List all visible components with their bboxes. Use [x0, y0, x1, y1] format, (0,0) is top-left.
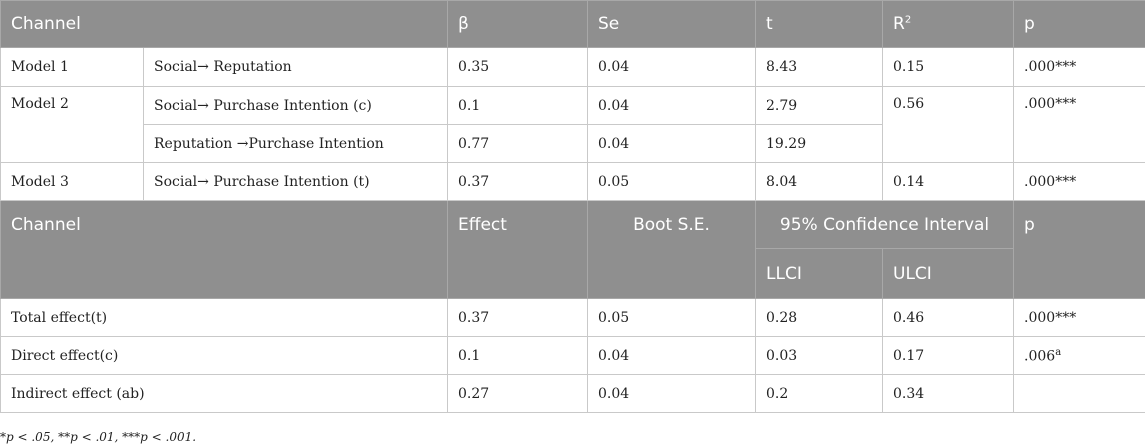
p-value-text: .006	[1024, 348, 1056, 365]
r2-value: 0.15	[882, 47, 1015, 87]
header-r2: R2	[882, 0, 1015, 48]
header-effect: Effect	[447, 200, 589, 299]
t-value: 8.43	[755, 47, 884, 87]
table-row: Model 3 Social→ Purchase Intention (t) 0…	[0, 162, 1145, 201]
llci-value: 0.28	[755, 298, 884, 337]
beta-value: 0.77	[447, 124, 589, 163]
p-value: .000***	[1013, 47, 1145, 87]
header-p: p	[1013, 0, 1145, 48]
header-beta: β	[447, 0, 589, 48]
effect-value: 0.27	[447, 374, 589, 413]
effect-label: Total effect(t)	[0, 298, 449, 337]
llci-value: 0.03	[755, 336, 884, 375]
table-row: Reputation →Purchase Intention 0.77 0.04…	[1, 124, 1145, 163]
t-value: 19.29	[755, 124, 884, 163]
table-row: Model 2 Social→ Purchase Intention (c) 0…	[0, 86, 1145, 163]
path-label: Social→ Reputation	[142, 47, 449, 87]
path-label: Reputation →Purchase Intention	[142, 124, 449, 163]
p-value-superscript: a	[1055, 346, 1062, 358]
ulci-value: 0.34	[882, 374, 1015, 413]
header-se: Se	[587, 0, 757, 48]
table-row: Indirect effect (ab) 0.27 0.04 0.2 0.34	[0, 374, 1145, 413]
table2-header-row: Channel Effect Boot S.E. 95% Confidence …	[0, 200, 1145, 299]
p-value: .000***	[1013, 162, 1145, 201]
table2-subheader-row: LLCI ULCI	[1, 248, 1145, 299]
p-value: .000***	[1013, 298, 1145, 337]
ulci-value: 0.17	[882, 336, 1015, 375]
results-table: Channel β Se t R2 p Model 1 Social→ Repu…	[0, 0, 1145, 413]
effect-value: 0.1	[447, 336, 589, 375]
p-value: .006a	[1013, 336, 1145, 375]
ulci-value: 0.46	[882, 298, 1015, 337]
se-value: 0.04	[587, 86, 757, 125]
table-row: Direct effect(c) 0.1 0.04 0.03 0.17 .006…	[0, 336, 1145, 375]
boot-se-value: 0.04	[587, 374, 757, 413]
table1-header-row: Channel β Se t R2 p	[0, 0, 1145, 48]
effect-label: Indirect effect (ab)	[0, 374, 449, 413]
header-ulci: ULCI	[882, 248, 1015, 299]
p-value: .000***	[1013, 86, 1145, 163]
t-value: 8.04	[755, 162, 884, 201]
header-r2-label: R	[893, 14, 905, 34]
r2-value: 0.14	[882, 162, 1015, 201]
significance-footnote: *p < .05, **p < .01, ***p < .001.	[0, 430, 197, 444]
se-value: 0.04	[587, 124, 757, 163]
header-r2-superscript: 2	[904, 14, 912, 26]
t-value: 2.79	[755, 86, 884, 125]
boot-se-value: 0.04	[587, 336, 757, 375]
path-label: Social→ Purchase Intention (c)	[142, 86, 449, 125]
header-confidence-interval: 95% Confidence Interval	[755, 200, 1015, 249]
r2-value: 0.56	[882, 86, 1015, 163]
header-channel: Channel	[0, 200, 449, 299]
header-boot-se: Boot S.E.	[587, 200, 757, 299]
se-value: 0.04	[587, 47, 757, 87]
boot-se-value: 0.05	[587, 298, 757, 337]
model-label: Model 2	[0, 86, 144, 163]
table-row: Total effect(t) 0.37 0.05 0.28 0.46 .000…	[0, 298, 1145, 337]
llci-value: 0.2	[755, 374, 884, 413]
model-label: Model 1	[0, 47, 144, 87]
se-value: 0.05	[587, 162, 757, 201]
header-channel: Channel	[0, 0, 449, 48]
beta-value: 0.1	[447, 86, 589, 125]
header-p: p	[1013, 200, 1145, 299]
effect-value: 0.37	[447, 298, 589, 337]
header-llci: LLCI	[755, 248, 884, 299]
path-label: Social→ Purchase Intention (t)	[142, 162, 449, 201]
header-t: t	[755, 0, 884, 48]
effect-label: Direct effect(c)	[0, 336, 449, 375]
model-label: Model 3	[0, 162, 144, 201]
p-value	[1013, 374, 1145, 413]
table-row: Model 1 Social→ Reputation 0.35 0.04 8.4…	[0, 47, 1145, 87]
beta-value: 0.35	[447, 47, 589, 87]
beta-value: 0.37	[447, 162, 589, 201]
